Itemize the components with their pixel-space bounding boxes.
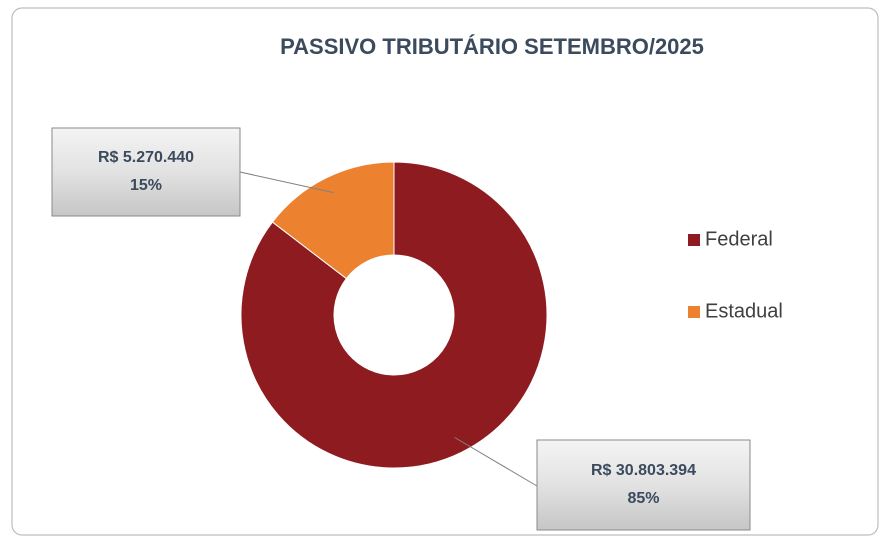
data-label-box (51, 127, 241, 217)
data-label-box (536, 439, 751, 531)
legend-label: Federal (705, 228, 773, 250)
data-label-value: R$ 5.270.440 (98, 149, 194, 166)
legend-label: Estadual (705, 300, 783, 322)
chart-title: PASSIVO TRIBUTÁRIO SETEMBRO/2025 (280, 34, 704, 59)
data-label-value: R$ 30.803.394 (591, 462, 696, 479)
data-label-percent: 85% (627, 490, 659, 507)
legend-swatch (688, 234, 700, 246)
leader-line (454, 436, 538, 487)
legend-swatch (688, 306, 700, 318)
donut-slice (271, 161, 395, 280)
data-label-percent: 15% (130, 177, 162, 194)
donut-slice (240, 161, 548, 469)
leader-line (239, 171, 334, 194)
